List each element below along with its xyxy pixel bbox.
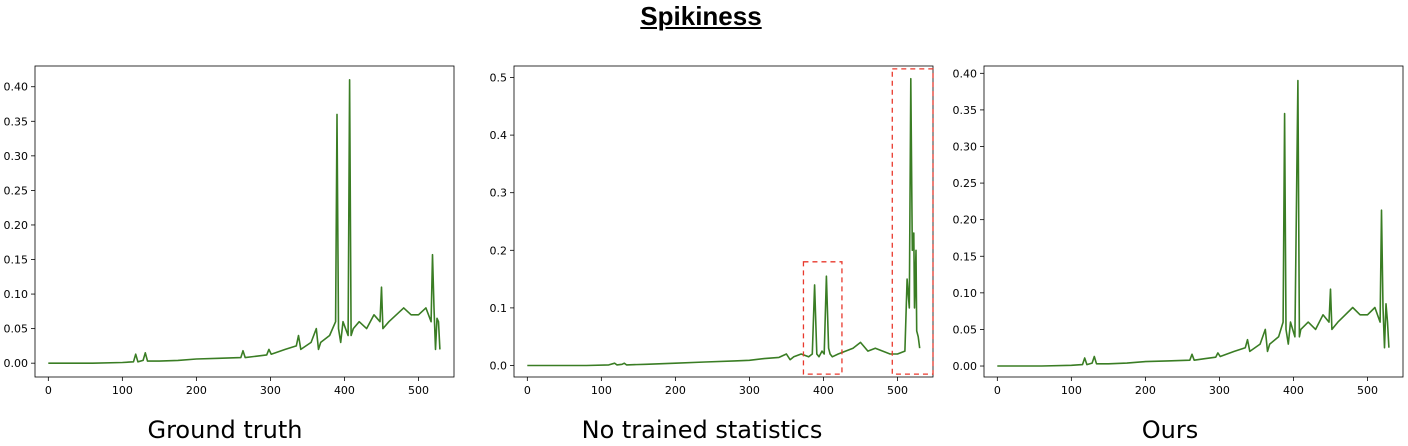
y-tick-label: 0.0	[490, 359, 508, 372]
x-tick-label: 400	[1283, 384, 1304, 397]
x-tick-label: 400	[334, 384, 355, 397]
y-tick-label: 0.20	[953, 214, 978, 227]
y-tick-label: 0.3	[490, 187, 508, 200]
y-tick-label: 0.00	[4, 357, 29, 370]
highlight-box-1	[802, 261, 843, 375]
y-tick-label: 0.15	[953, 250, 978, 263]
y-tick-label: 0.10	[4, 288, 29, 301]
plot-frame-1	[34, 65, 455, 378]
x-tick-label: 500	[1357, 384, 1378, 397]
y-tick-label: 0.25	[4, 184, 29, 197]
y-tick-label: 0.00	[953, 360, 978, 373]
y-tick-label: 0.05	[4, 323, 29, 336]
y-tick-label: 0.40	[953, 67, 978, 80]
x-tick-label: 200	[1135, 384, 1156, 397]
page-title: Spikiness	[640, 1, 762, 31]
plot-frame-3	[983, 65, 1404, 378]
x-tick-label: 300	[739, 384, 760, 397]
y-tick-label: 0.5	[490, 72, 508, 85]
panel-caption-3: Ours	[1142, 416, 1198, 444]
y-tick-label: 0.30	[953, 140, 978, 153]
series-line-1	[48, 79, 441, 365]
x-tick-label: 100	[591, 384, 612, 397]
y-tick-label: 0.30	[4, 150, 29, 163]
x-tick-label: 0	[45, 384, 52, 397]
x-tick-label: 100	[1061, 384, 1082, 397]
x-tick-label: 300	[1209, 384, 1230, 397]
panel-caption-2: No trained statistics	[582, 416, 823, 444]
y-tick-label: 0.10	[953, 287, 978, 300]
x-tick-label: 500	[408, 384, 429, 397]
x-tick-label: 100	[112, 384, 133, 397]
highlight-box-2	[891, 68, 934, 375]
x-tick-label: 200	[665, 384, 686, 397]
panel-caption-1: Ground truth	[147, 416, 302, 444]
x-tick-label: 500	[887, 384, 908, 397]
x-tick-label: 400	[813, 384, 834, 397]
y-tick-label: 0.05	[953, 323, 978, 336]
y-tick-label: 0.15	[4, 254, 29, 267]
x-tick-label: 300	[260, 384, 281, 397]
y-tick-label: 0.35	[953, 104, 978, 117]
x-tick-label: 0	[994, 384, 1001, 397]
y-tick-label: 0.4	[490, 129, 508, 142]
y-tick-label: 0.20	[4, 219, 29, 232]
series-line-2	[527, 77, 921, 367]
y-tick-label: 0.1	[490, 302, 508, 315]
x-tick-label: 0	[524, 384, 531, 397]
x-tick-label: 200	[186, 384, 207, 397]
plot-frame-2	[513, 65, 934, 378]
y-tick-label: 0.2	[490, 244, 508, 257]
y-tick-label: 0.35	[4, 115, 29, 128]
series-line-3	[997, 79, 1390, 367]
y-tick-label: 0.40	[4, 81, 29, 94]
y-tick-label: 0.25	[953, 177, 978, 190]
